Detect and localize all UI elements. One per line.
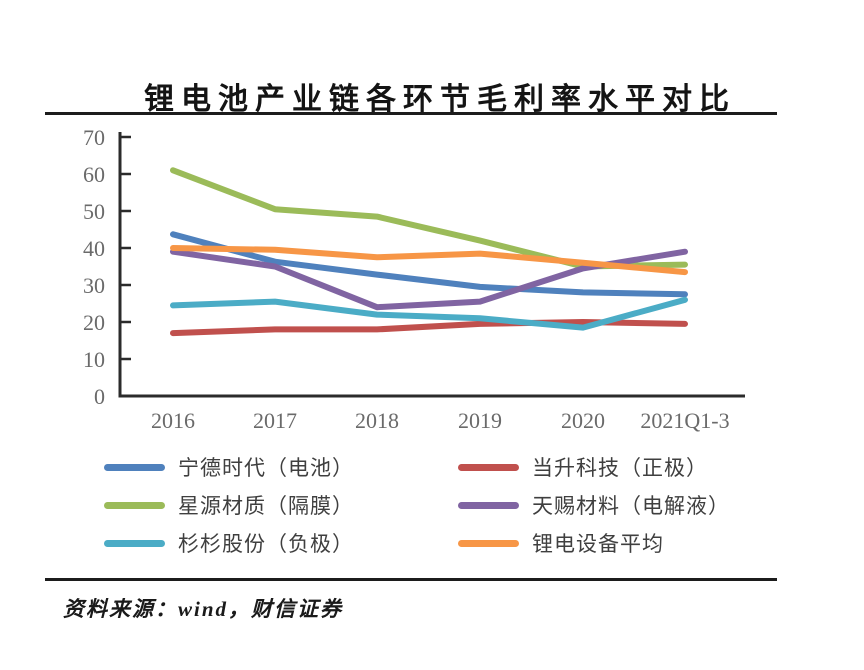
legend-item-catl-battery: 宁德时代（电池） — [104, 452, 458, 482]
legend-swatch-shanshan-anode — [104, 539, 165, 547]
y-axis-tick-label: 20 — [83, 310, 105, 335]
y-axis-tick-label: 10 — [83, 347, 105, 372]
axis-frame — [118, 132, 745, 398]
legend-label: 宁德时代（电池） — [178, 456, 354, 480]
legend-label: 天赐材料（电解液） — [532, 494, 730, 518]
y-axis-tick-label: 70 — [83, 125, 105, 150]
chart-title: 锂电池产业链各环节毛利率水平对比 — [144, 83, 736, 116]
legend-label: 星源材质（隔膜） — [178, 494, 354, 518]
x-axis-tick-label: 2017 — [253, 408, 297, 433]
legend-swatch-tinci-electrolyte — [458, 501, 519, 509]
line-series-shanshan-anode — [170, 296, 688, 331]
x-axis-tick-label: 2020 — [561, 408, 605, 433]
y-axis-tick-label: 60 — [83, 162, 105, 187]
x-axis-tick-label: 2019 — [458, 408, 502, 433]
legend-swatch-equipment-average — [458, 539, 519, 547]
legend-label: 当升科技（正极） — [532, 456, 708, 480]
legend-swatch-catl-battery — [104, 463, 165, 471]
y-axis-tick-label: 40 — [83, 236, 105, 261]
legend-swatch-senior-separator — [104, 501, 165, 509]
legend-item-senior-separator: 星源材质（隔膜） — [104, 490, 458, 520]
legend-swatch-easpring-cathode — [458, 463, 519, 471]
legend-label: 锂电设备平均 — [532, 532, 664, 556]
legend-item-easpring-cathode: 当升科技（正极） — [458, 452, 730, 482]
x-axis-tick-label: 2018 — [355, 408, 399, 433]
legend-item-tinci-electrolyte: 天赐材料（电解液） — [458, 490, 730, 520]
y-axis-tick-label: 0 — [94, 384, 105, 409]
legend: 宁德时代（电池） 当升科技（正极） 星源材质（隔膜） 天赐材料（电解液） 杉杉股份（负极… — [104, 448, 730, 562]
source-note: 资料来源：wind，财信证券 — [63, 597, 344, 621]
y-axis-tick-label: 30 — [83, 273, 105, 298]
line-series-catl-battery — [170, 231, 688, 298]
x-axis-tick-label: 2021Q1-3 — [640, 408, 729, 433]
legend-item-shanshan-anode: 杉杉股份（负极） — [104, 528, 458, 558]
line-series-equipment-average — [170, 245, 688, 276]
footer-divider-rule — [45, 578, 777, 581]
y-axis-tick-label: 50 — [83, 199, 105, 224]
legend-item-equipment-average: 锂电设备平均 — [458, 528, 730, 558]
title-divider-rule — [45, 112, 777, 115]
legend-label: 杉杉股份（负极） — [178, 532, 354, 556]
x-axis-tick-label: 2016 — [151, 408, 195, 433]
